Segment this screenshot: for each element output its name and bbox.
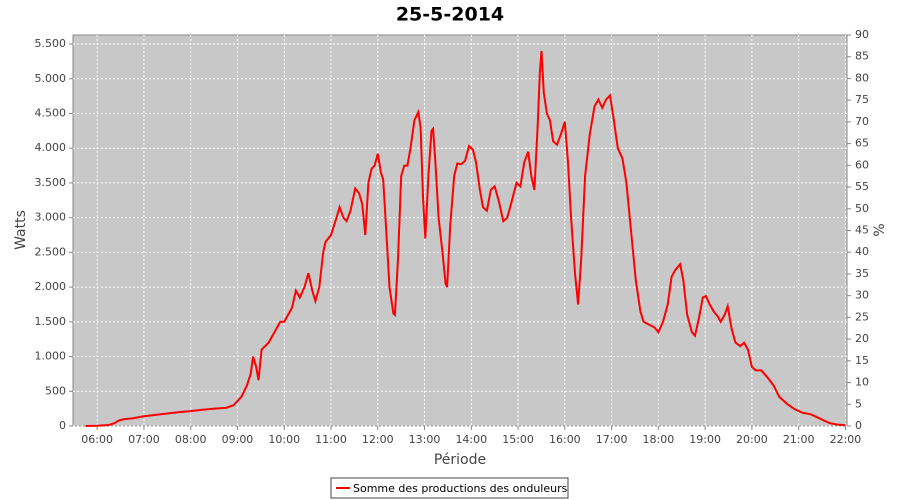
x-tick-label: 11:00 xyxy=(315,433,347,446)
x-tick-label: 19:00 xyxy=(689,433,721,446)
chart-title: 25-5-2014 xyxy=(396,4,504,26)
y2-tick-label: 0 xyxy=(855,419,862,432)
y-tick-label: 1.000 xyxy=(35,350,67,363)
y2-tick-label: 30 xyxy=(855,289,869,302)
x-axis-title: Période xyxy=(434,452,486,468)
y2-tick-label: 5 xyxy=(855,397,862,410)
y2-tick-label: 20 xyxy=(855,332,869,345)
x-tick-label: 17:00 xyxy=(596,433,628,446)
y2-tick-label: 90 xyxy=(855,28,869,41)
y-tick-label: 4.000 xyxy=(35,141,67,154)
y2-tick-label: 35 xyxy=(855,267,869,280)
y-tick-label: 500 xyxy=(45,384,66,397)
x-tick-label: 20:00 xyxy=(736,433,768,446)
x-tick-label: 12:00 xyxy=(362,433,394,446)
x-tick-label: 09:00 xyxy=(222,433,254,446)
x-tick-label: 13:00 xyxy=(409,433,441,446)
x-tick-label: 10:00 xyxy=(268,433,300,446)
y-tick-label: 1.500 xyxy=(35,315,67,328)
y-tick-label: 4.500 xyxy=(35,106,67,119)
data-line xyxy=(85,50,846,427)
x-tick-label: 22:00 xyxy=(830,433,862,446)
y2-tick-label: 15 xyxy=(855,354,869,367)
y2-tick-label: 25 xyxy=(855,310,869,323)
y2-tick-label: 50 xyxy=(855,202,869,215)
y2-tick-label: 65 xyxy=(855,137,869,150)
x-tick-label: 14:00 xyxy=(455,433,487,446)
legend-box xyxy=(330,477,569,499)
y-tick-label: 5.500 xyxy=(35,37,67,50)
x-tick-label: 16:00 xyxy=(549,433,581,446)
y-axis-title: Watts xyxy=(13,210,29,250)
y-tick-label: 2.000 xyxy=(35,280,67,293)
y2-tick-label: 60 xyxy=(855,158,869,171)
y-tick-label: 0 xyxy=(59,419,66,432)
y2-tick-label: 75 xyxy=(855,93,869,106)
x-tick-label: 18:00 xyxy=(643,433,675,446)
legend-label: Somme des productions des onduleurs xyxy=(353,482,568,495)
y2-tick-label: 85 xyxy=(855,50,869,63)
x-tick-label: 08:00 xyxy=(175,433,207,446)
x-tick-label: 06:00 xyxy=(81,433,113,446)
plot-area xyxy=(72,34,848,427)
x-tick-label: 15:00 xyxy=(502,433,534,446)
y2-tick-label: 45 xyxy=(855,224,869,237)
y-tick-label: 5.000 xyxy=(35,72,67,85)
y2-axis-title: % xyxy=(872,223,888,236)
y-tick-label: 3.000 xyxy=(35,211,67,224)
x-tick-label: 07:00 xyxy=(128,433,160,446)
y2-tick-label: 55 xyxy=(855,180,869,193)
y2-tick-label: 40 xyxy=(855,245,869,258)
y2-tick-label: 70 xyxy=(855,115,869,128)
y-tick-label: 3.500 xyxy=(35,176,67,189)
y2-tick-label: 10 xyxy=(855,376,869,389)
y2-tick-label: 80 xyxy=(855,71,869,84)
x-tick-label: 21:00 xyxy=(783,433,815,446)
y-tick-label: 2.500 xyxy=(35,245,67,258)
